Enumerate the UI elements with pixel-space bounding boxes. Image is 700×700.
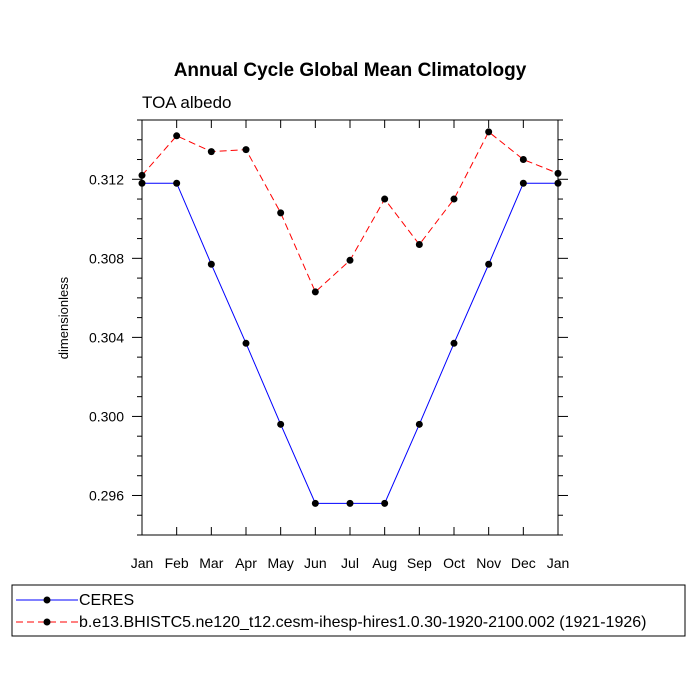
y-axis-label: dimensionless bbox=[56, 276, 71, 359]
y-tick-label: 0.308 bbox=[89, 250, 124, 266]
series-1-point bbox=[173, 179, 181, 187]
legend-box bbox=[11, 584, 686, 637]
series-2-point bbox=[519, 156, 527, 164]
plot-frame bbox=[141, 119, 559, 536]
y-tick-label: 0.296 bbox=[89, 487, 124, 503]
series-2-point bbox=[138, 171, 146, 179]
x-tick-label: Nov bbox=[476, 555, 501, 571]
x-tick-label: May bbox=[267, 555, 293, 571]
legend: CERES b.e13.BHISTC5.ne120_t12.cesm-ihesp-… bbox=[16, 592, 646, 631]
series-2-point bbox=[346, 256, 354, 264]
series-1-point bbox=[242, 339, 250, 347]
series-line-1 bbox=[142, 182, 558, 504]
series-2-point bbox=[277, 209, 285, 217]
series-1-point bbox=[346, 499, 354, 507]
x-tick-label: Aug bbox=[372, 555, 397, 571]
x-tick-label: Jul bbox=[341, 555, 359, 571]
x-tick-label: Feb bbox=[165, 555, 189, 571]
x-axis-ticks: Jan Feb Mar Apr May Jun Jul Aug Sep Oct Nov Dec Jan bbox=[131, 120, 570, 571]
series-layer bbox=[138, 128, 562, 507]
series-2-point bbox=[242, 146, 250, 154]
x-tick-label: Jun bbox=[304, 555, 327, 571]
series-1-point bbox=[485, 260, 493, 268]
chart-title: Annual Cycle Global Mean Climatology bbox=[174, 60, 527, 81]
legend-label-1: CERES bbox=[79, 592, 134, 609]
series-2-point bbox=[554, 169, 562, 177]
series-2-point bbox=[207, 148, 215, 156]
y-tick-label: 0.312 bbox=[89, 171, 124, 187]
series-1-point bbox=[311, 499, 319, 507]
legend-label-2: b.e13.BHISTC5.ne120_t12.cesm-ihesp-hires… bbox=[79, 614, 646, 631]
x-tick-label: Sep bbox=[407, 555, 432, 571]
x-tick-label: Mar bbox=[199, 555, 223, 571]
series-2-point bbox=[485, 128, 493, 136]
chart-subtitle: TOA albedo bbox=[142, 93, 231, 112]
series-1-point bbox=[277, 420, 285, 428]
series-1-point bbox=[415, 420, 423, 428]
series-1-point bbox=[207, 260, 215, 268]
series-2-point bbox=[450, 195, 458, 203]
x-tick-label: Dec bbox=[511, 555, 536, 571]
series-1-point bbox=[450, 339, 458, 347]
series-1-point bbox=[519, 179, 527, 187]
series-1-point bbox=[554, 179, 562, 187]
legend-marker-1 bbox=[43, 596, 51, 604]
y-tick-label: 0.300 bbox=[89, 408, 124, 424]
y-axis-ticks: 0.296 0.300 0.304 0.308 0.312 bbox=[89, 119, 568, 536]
series-1-point bbox=[138, 179, 146, 187]
series-2-point bbox=[311, 288, 319, 296]
x-tick-label: Jan bbox=[547, 555, 570, 571]
x-tick-label: Apr bbox=[235, 555, 257, 571]
x-tick-label: Oct bbox=[443, 555, 465, 571]
x-tick-label: Jan bbox=[131, 555, 154, 571]
series-line-2 bbox=[141, 131, 559, 293]
series-2-point bbox=[415, 241, 423, 248]
legend-marker-2 bbox=[43, 618, 51, 626]
series-1-point bbox=[381, 499, 389, 507]
series-2-point bbox=[381, 195, 389, 203]
series-2-point bbox=[173, 132, 181, 140]
y-tick-label: 0.304 bbox=[89, 329, 124, 345]
